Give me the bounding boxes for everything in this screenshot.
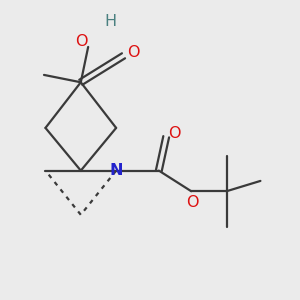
Text: H: H [104, 14, 116, 29]
Text: O: O [127, 45, 139, 60]
Text: O: O [186, 195, 199, 210]
Text: O: O [168, 126, 181, 141]
Text: O: O [75, 34, 88, 49]
Text: N: N [110, 163, 123, 178]
